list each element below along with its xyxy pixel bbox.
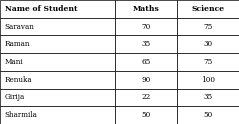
Text: Name of Student: Name of Student	[5, 5, 77, 13]
Bar	[115, 53, 177, 71]
Text: 75: 75	[203, 58, 212, 66]
Text: 22: 22	[141, 93, 150, 101]
Text: 65: 65	[141, 58, 150, 66]
Bar	[115, 35, 177, 53]
Bar	[0, 89, 115, 106]
Bar	[115, 89, 177, 106]
Bar	[177, 71, 239, 89]
Text: Maths: Maths	[132, 5, 159, 13]
Bar	[0, 106, 115, 124]
Text: 35: 35	[141, 40, 150, 48]
Text: Girija: Girija	[5, 93, 25, 101]
Bar	[115, 18, 177, 35]
Bar	[0, 18, 115, 35]
Text: Renuka: Renuka	[5, 76, 33, 84]
Bar	[115, 106, 177, 124]
Text: Raman: Raman	[5, 40, 30, 48]
Bar	[115, 71, 177, 89]
Bar	[0, 53, 115, 71]
Text: 90: 90	[141, 76, 150, 84]
Text: 30: 30	[203, 40, 212, 48]
Text: 100: 100	[201, 76, 215, 84]
Text: 70: 70	[141, 23, 150, 31]
Bar	[177, 18, 239, 35]
Bar	[0, 0, 115, 18]
Text: 50: 50	[203, 111, 212, 119]
Bar	[177, 89, 239, 106]
Bar	[0, 71, 115, 89]
Text: Saravan: Saravan	[5, 23, 35, 31]
Bar	[177, 106, 239, 124]
Text: Mani: Mani	[5, 58, 23, 66]
Text: Science: Science	[191, 5, 224, 13]
Text: 35: 35	[203, 93, 212, 101]
Bar	[115, 0, 177, 18]
Text: Sharmila: Sharmila	[5, 111, 38, 119]
Bar	[177, 35, 239, 53]
Text: 75: 75	[203, 23, 212, 31]
Bar	[177, 0, 239, 18]
Text: 50: 50	[141, 111, 150, 119]
Bar	[177, 53, 239, 71]
Bar	[0, 35, 115, 53]
